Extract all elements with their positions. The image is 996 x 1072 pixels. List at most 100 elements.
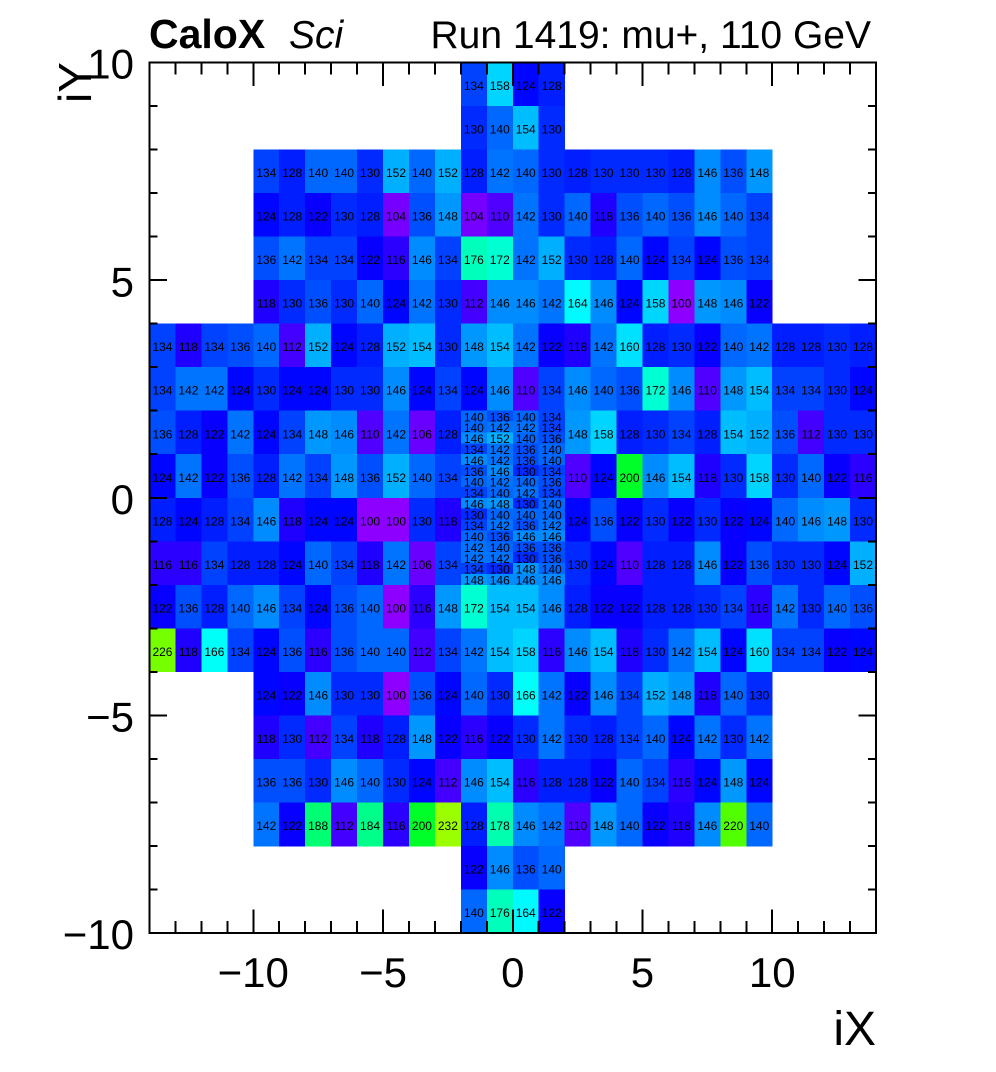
svg-text:200: 200 bbox=[619, 471, 639, 485]
svg-text:116: 116 bbox=[412, 601, 431, 615]
svg-text:146: 146 bbox=[516, 574, 536, 588]
svg-text:128: 128 bbox=[178, 427, 198, 441]
svg-text:122: 122 bbox=[645, 819, 665, 833]
svg-text:134: 134 bbox=[542, 465, 562, 479]
svg-text:140: 140 bbox=[464, 906, 484, 920]
svg-text:130: 130 bbox=[334, 688, 354, 702]
svg-text:122: 122 bbox=[360, 253, 380, 267]
svg-text:136: 136 bbox=[256, 253, 276, 267]
svg-text:158: 158 bbox=[516, 645, 536, 659]
svg-text:148: 148 bbox=[697, 297, 717, 311]
svg-text:136: 136 bbox=[853, 601, 873, 615]
svg-text:130: 130 bbox=[853, 427, 873, 441]
svg-text:152: 152 bbox=[853, 558, 873, 572]
svg-text:124: 124 bbox=[749, 514, 769, 528]
svg-text:136: 136 bbox=[516, 519, 536, 533]
svg-text:142: 142 bbox=[178, 384, 198, 398]
svg-text:134: 134 bbox=[645, 775, 665, 789]
svg-text:128: 128 bbox=[282, 166, 302, 180]
svg-text:148: 148 bbox=[464, 340, 484, 354]
svg-text:148: 148 bbox=[594, 819, 614, 833]
svg-text:146: 146 bbox=[697, 819, 717, 833]
svg-text:136: 136 bbox=[723, 166, 743, 180]
svg-text:124: 124 bbox=[749, 775, 769, 789]
svg-text:134: 134 bbox=[542, 487, 562, 501]
svg-text:130: 130 bbox=[516, 465, 536, 479]
svg-text:158: 158 bbox=[645, 297, 665, 311]
svg-text:178: 178 bbox=[490, 819, 510, 833]
svg-text:134: 134 bbox=[464, 79, 484, 93]
svg-text:130: 130 bbox=[671, 340, 691, 354]
svg-text:146: 146 bbox=[490, 384, 510, 398]
svg-text:146: 146 bbox=[542, 601, 562, 615]
svg-text:130: 130 bbox=[256, 384, 276, 398]
svg-text:122: 122 bbox=[749, 297, 769, 311]
svg-text:134: 134 bbox=[801, 384, 821, 398]
svg-text:154: 154 bbox=[749, 384, 769, 398]
svg-text:142: 142 bbox=[542, 519, 562, 533]
svg-text:124: 124 bbox=[697, 253, 717, 267]
svg-text:130: 130 bbox=[360, 688, 380, 702]
svg-text:142: 142 bbox=[412, 297, 432, 311]
svg-text:142: 142 bbox=[464, 541, 484, 555]
svg-text:112: 112 bbox=[464, 297, 483, 311]
svg-text:134: 134 bbox=[801, 645, 821, 659]
svg-text:226: 226 bbox=[152, 645, 172, 659]
svg-text:152: 152 bbox=[386, 166, 406, 180]
svg-text:136: 136 bbox=[516, 454, 536, 468]
svg-text:146: 146 bbox=[386, 384, 406, 398]
svg-text:128: 128 bbox=[256, 558, 276, 572]
svg-text:140: 140 bbox=[412, 166, 432, 180]
svg-text:140: 140 bbox=[516, 166, 536, 180]
svg-text:134: 134 bbox=[438, 558, 458, 572]
svg-text:122: 122 bbox=[619, 601, 639, 615]
svg-text:140: 140 bbox=[360, 775, 380, 789]
svg-text:128: 128 bbox=[671, 166, 691, 180]
svg-text:5: 5 bbox=[111, 258, 134, 305]
svg-text:148: 148 bbox=[412, 732, 432, 746]
svg-text:148: 148 bbox=[334, 471, 354, 485]
svg-text:124: 124 bbox=[697, 775, 717, 789]
svg-text:134: 134 bbox=[256, 166, 276, 180]
svg-text:148: 148 bbox=[827, 514, 847, 528]
svg-text:100: 100 bbox=[671, 297, 691, 311]
svg-text:142: 142 bbox=[386, 558, 406, 572]
svg-text:146: 146 bbox=[645, 471, 665, 485]
svg-text:130: 130 bbox=[516, 552, 536, 566]
svg-text:152: 152 bbox=[749, 427, 769, 441]
svg-text:142: 142 bbox=[749, 732, 769, 746]
svg-text:130: 130 bbox=[386, 775, 406, 789]
svg-text:130: 130 bbox=[308, 775, 328, 789]
svg-text:124: 124 bbox=[308, 514, 328, 528]
svg-text:100: 100 bbox=[360, 514, 380, 528]
svg-text:130: 130 bbox=[334, 384, 354, 398]
svg-text:140: 140 bbox=[256, 340, 276, 354]
svg-text:130: 130 bbox=[827, 427, 847, 441]
svg-text:122: 122 bbox=[308, 210, 328, 224]
svg-text:136: 136 bbox=[516, 541, 536, 555]
svg-text:164: 164 bbox=[568, 297, 588, 311]
svg-text:140: 140 bbox=[308, 166, 328, 180]
svg-text:140: 140 bbox=[412, 471, 432, 485]
svg-text:124: 124 bbox=[723, 645, 743, 659]
svg-text:116: 116 bbox=[516, 775, 535, 789]
svg-text:118: 118 bbox=[360, 558, 379, 572]
svg-text:130: 130 bbox=[282, 732, 302, 746]
svg-text:124: 124 bbox=[464, 384, 484, 398]
svg-text:136: 136 bbox=[178, 601, 198, 615]
svg-text:130: 130 bbox=[438, 297, 458, 311]
svg-text:124: 124 bbox=[594, 558, 614, 572]
svg-text:130: 130 bbox=[542, 166, 562, 180]
svg-text:142: 142 bbox=[230, 427, 250, 441]
svg-text:176: 176 bbox=[464, 253, 484, 267]
svg-text:112: 112 bbox=[802, 427, 821, 441]
svg-text:146: 146 bbox=[464, 454, 484, 468]
svg-text:146: 146 bbox=[542, 530, 562, 544]
svg-text:130: 130 bbox=[645, 166, 665, 180]
svg-text:134: 134 bbox=[619, 688, 639, 702]
svg-text:130: 130 bbox=[697, 601, 717, 615]
svg-text:176: 176 bbox=[490, 906, 510, 920]
svg-text:152: 152 bbox=[438, 166, 458, 180]
svg-text:140: 140 bbox=[542, 454, 562, 468]
svg-text:130: 130 bbox=[827, 384, 847, 398]
